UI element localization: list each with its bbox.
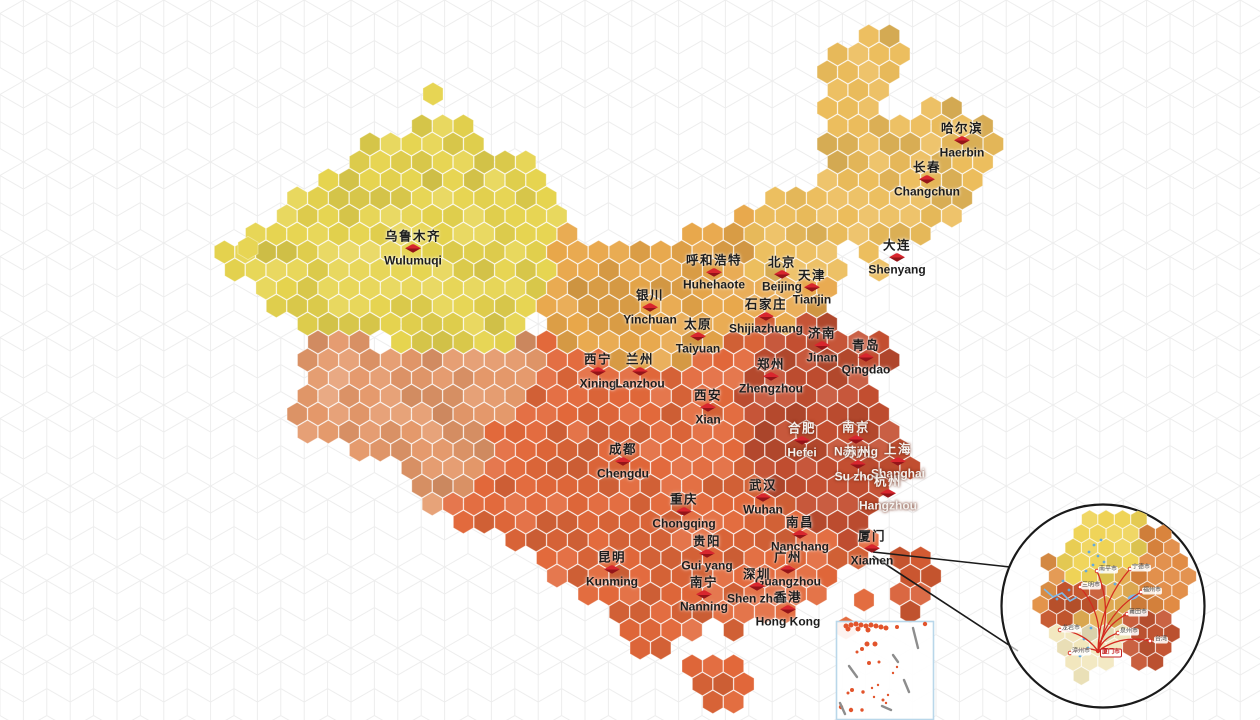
- island-dot: [886, 693, 890, 697]
- island-dot: [883, 625, 889, 631]
- island-dot: [853, 621, 859, 627]
- island-dot: [845, 626, 851, 632]
- island-dot: [895, 665, 899, 669]
- flow-line: [1097, 632, 1119, 652]
- inset-focus-dot: [1095, 648, 1101, 654]
- blue-dot: [1091, 563, 1095, 567]
- island-dot: [878, 624, 884, 630]
- island-dot: [872, 641, 878, 647]
- boundary-dash: [891, 653, 900, 664]
- inset-city-dot: [1057, 627, 1063, 633]
- inset-city-dot: [1138, 589, 1144, 595]
- boundary-dash: [838, 701, 847, 716]
- island-dot: [865, 627, 871, 633]
- river: [1043, 588, 1078, 602]
- blue-dot: [1100, 570, 1104, 574]
- island-dot: [884, 701, 888, 705]
- island-dot: [858, 622, 864, 628]
- island-dot: [864, 641, 870, 647]
- island-dot: [868, 622, 874, 628]
- magnifier-inset: [872, 503, 1206, 709]
- island-dot: [848, 622, 854, 628]
- island-dot: [855, 650, 859, 654]
- inset-city-dot: [1115, 630, 1121, 636]
- blue-dot: [1055, 597, 1059, 601]
- island-dot: [873, 623, 879, 629]
- blue-dot: [1092, 543, 1096, 547]
- island-dot: [870, 686, 874, 690]
- island-dot: [881, 698, 885, 702]
- island-dot: [863, 623, 869, 629]
- blue-dot: [1113, 582, 1117, 586]
- magnifier-callout-line: [872, 551, 1011, 568]
- inset-city-dot: [1067, 650, 1073, 656]
- island-dot: [860, 647, 864, 651]
- flow-line: [1079, 586, 1100, 652]
- island-dot: [855, 626, 861, 632]
- blue-dot: [1084, 569, 1088, 573]
- blue-dot: [1061, 579, 1065, 583]
- island-dot: [861, 690, 865, 694]
- blue-dot: [1099, 538, 1103, 542]
- blue-dot: [1067, 588, 1071, 592]
- boundary-dash: [847, 664, 859, 679]
- blue-dot: [1089, 626, 1093, 630]
- blue-dot: [1096, 554, 1100, 558]
- magnifier-callout-line: [872, 555, 1019, 652]
- island-dot: [867, 661, 871, 665]
- inset-city-dot: [1127, 566, 1133, 572]
- inset-city-dot: [1147, 638, 1153, 644]
- island-dot: [876, 683, 880, 687]
- flow-line: [1097, 613, 1128, 652]
- blue-dot: [1102, 560, 1106, 564]
- south-china-sea-inset: [835, 620, 935, 720]
- island-dot: [848, 707, 854, 713]
- island-dot: [850, 688, 854, 692]
- island-dot: [877, 660, 881, 664]
- china-hexagon-tiles: [213, 23, 1004, 715]
- blue-dot: [1078, 654, 1082, 658]
- inset-city-dot: [1124, 611, 1130, 617]
- inset-city-dot: [1094, 568, 1100, 574]
- flow-line: [1097, 638, 1151, 652]
- blue-dot: [1087, 550, 1091, 554]
- island-dot: [895, 625, 899, 629]
- island-dot: [860, 708, 864, 712]
- inset-city-dot: [1077, 584, 1083, 590]
- island-dot: [891, 671, 895, 675]
- island-dot: [846, 691, 850, 695]
- boundary-dash: [911, 626, 920, 650]
- island-dot: [872, 695, 876, 699]
- island-dot: [922, 621, 928, 627]
- boundary-dash: [880, 704, 893, 712]
- boundary-dash: [902, 678, 911, 694]
